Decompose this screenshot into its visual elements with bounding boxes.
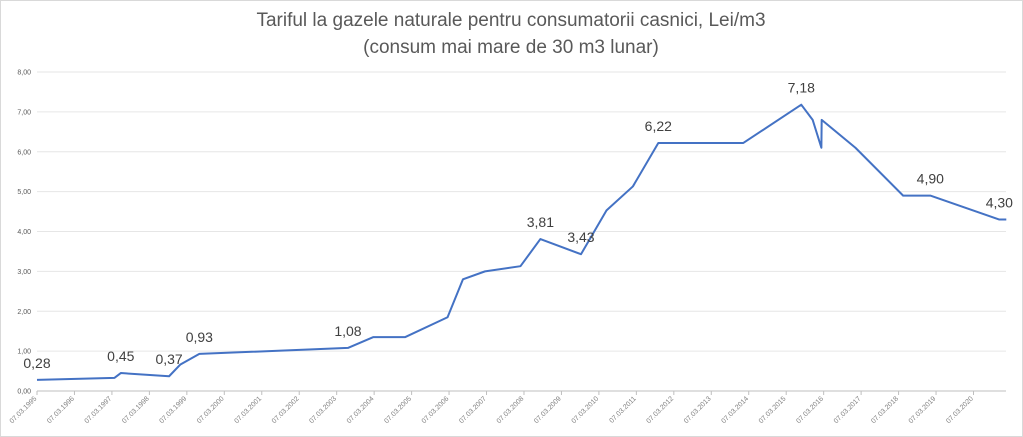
gridlines xyxy=(37,71,1006,392)
y-tick-label: 6,00 xyxy=(17,149,31,156)
data-label: 6,22 xyxy=(645,118,672,134)
series-path xyxy=(36,103,1007,381)
data-label: 7,18 xyxy=(788,80,815,96)
chart-subtitle: (consum mai mare de 30 m3 lunar) xyxy=(363,37,659,58)
data-label: 3,43 xyxy=(567,229,594,245)
data-label: 3,81 xyxy=(527,214,554,230)
data-label: 4,30 xyxy=(986,195,1013,211)
y-tick-label: 0,00 xyxy=(17,389,31,396)
y-tick-label: 8,00 xyxy=(17,70,31,77)
chart-title: Tariful la gazele naturale pentru consum… xyxy=(256,10,765,31)
y-tick-label: 4,00 xyxy=(17,229,31,236)
data-label: 0,45 xyxy=(107,348,134,364)
y-tick-label: 7,00 xyxy=(17,109,31,116)
y-tick-label: 5,00 xyxy=(17,189,31,196)
y-axis: 0,00 1,00 2,00 3,00 4,00 5,00 6,00 7,00 8,00 xyxy=(17,70,31,396)
y-tick-label: 1,00 xyxy=(17,349,31,356)
data-label: 1,08 xyxy=(334,323,361,339)
data-label: 0,93 xyxy=(186,329,213,345)
data-label: 0,37 xyxy=(155,351,182,367)
y-tick-label: 2,00 xyxy=(17,309,31,316)
y-tick-label: 3,00 xyxy=(17,269,31,276)
series-line xyxy=(36,103,1007,381)
data-label: 0,28 xyxy=(23,355,50,371)
data-label: 4,90 xyxy=(917,171,944,187)
data-labels: 0,28 0,45 0,370,93 1,08 3,81 3,43 6,22 7,18 4,90… xyxy=(23,80,1013,371)
